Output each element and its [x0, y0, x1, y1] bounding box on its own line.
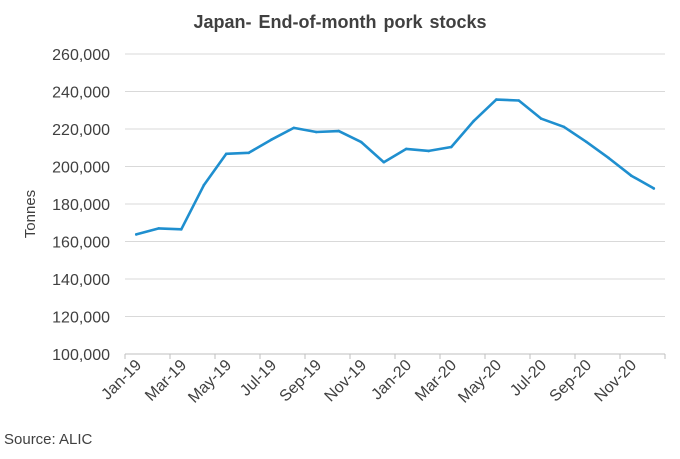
x-tick-label: Jul-20	[507, 357, 550, 400]
data-point	[607, 156, 611, 160]
y-tick-label: 140,000	[52, 272, 110, 289]
series-line	[135, 98, 656, 236]
data-point	[404, 147, 408, 151]
data-point	[202, 183, 206, 187]
data-point	[314, 130, 318, 134]
data-point	[449, 145, 453, 149]
y-tick-label: 120,000	[52, 310, 110, 327]
data-point	[134, 233, 138, 236]
y-tick-label: 200,000	[52, 160, 110, 177]
x-tick-label: Mar-19	[142, 357, 190, 405]
data-point	[629, 174, 633, 177]
data-point	[292, 126, 296, 130]
x-tick-label: Jan-20	[368, 357, 415, 404]
data-point	[224, 152, 228, 156]
y-tick-label: 260,000	[52, 47, 110, 64]
data-point	[584, 140, 588, 144]
data-point	[539, 117, 543, 120]
y-tick-label: 100,000	[52, 347, 110, 364]
data-point	[247, 151, 251, 155]
data-point	[179, 228, 183, 231]
y-tick-label: 220,000	[52, 122, 110, 139]
data-point	[494, 98, 498, 101]
x-tick-label: Sep-19	[277, 357, 326, 406]
data-point	[337, 129, 341, 133]
x-tick-label: Nov-20	[592, 357, 641, 406]
x-tick-label: Sep-20	[547, 357, 596, 406]
data-point	[517, 99, 521, 102]
y-axis-label: Tonnes	[22, 190, 39, 238]
x-tick-label: Nov-19	[322, 357, 371, 406]
data-point	[359, 140, 363, 144]
y-tick-label: 180,000	[52, 197, 110, 214]
x-tick-label: Mar-20	[412, 357, 460, 405]
data-point	[269, 138, 273, 141]
y-tick-label: 160,000	[52, 235, 110, 252]
gridlines	[125, 53, 665, 317]
y-axis: 100,000 120,000 140,000 160,000 180,000 200,0…	[52, 47, 110, 364]
x-tick-label: Jul-19	[237, 357, 280, 400]
chart-title: Japan- End-of-month pork stocks	[193, 12, 487, 32]
data-point	[382, 160, 386, 164]
data-point	[562, 125, 566, 129]
data-point	[472, 119, 476, 123]
data-point	[157, 227, 161, 230]
series-layer	[134, 98, 656, 236]
data-point	[652, 187, 656, 190]
y-tick-label: 240,000	[52, 85, 110, 102]
x-tick-label: May-20	[455, 357, 505, 407]
x-tick-label: May-19	[185, 357, 235, 407]
source-note: Source: ALIC	[4, 431, 93, 448]
x-axis	[124, 353, 666, 359]
data-point	[427, 149, 431, 153]
